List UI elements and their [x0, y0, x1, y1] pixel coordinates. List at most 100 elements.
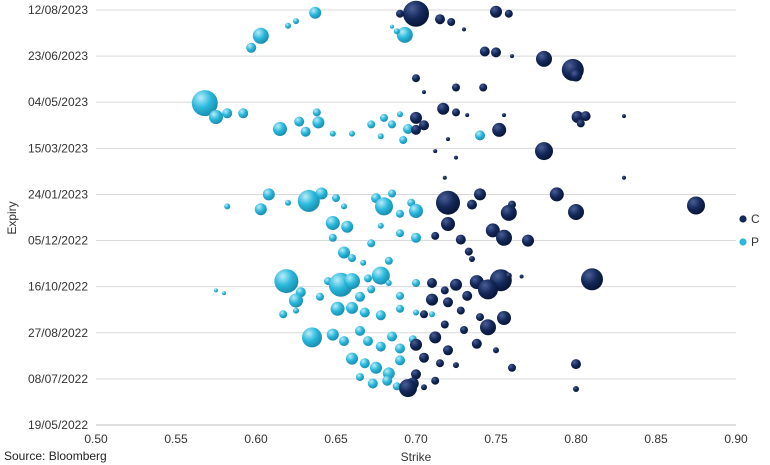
y-tick-label: 15/03/2023 — [28, 141, 88, 155]
bubble-c — [443, 345, 453, 356]
bubble-p — [355, 291, 365, 302]
bubble-c — [505, 272, 512, 279]
bubble-c — [519, 274, 524, 279]
bubble-p — [359, 307, 370, 318]
bubble-c — [440, 320, 449, 329]
bubble-c — [622, 175, 626, 180]
bubble-c — [399, 379, 417, 398]
bubble-p — [214, 288, 218, 293]
bubble-p — [396, 291, 404, 300]
bubble-c — [446, 137, 450, 142]
bubble-p — [367, 285, 376, 294]
bubble-p — [222, 291, 226, 296]
y-tick-label: 16/10/2022 — [28, 280, 88, 294]
bubble-c — [411, 124, 421, 135]
bubble-p — [300, 126, 311, 137]
y-tick-label: 12/08/2023 — [28, 3, 88, 17]
bubble-c — [437, 102, 450, 115]
bubble-c — [490, 5, 502, 18]
bubble-p — [326, 328, 339, 341]
bubble-c — [536, 50, 552, 67]
bubble-p — [385, 280, 392, 286]
bubbles — [191, 0, 705, 398]
bubble-c — [436, 190, 460, 215]
bubble-c — [433, 149, 438, 154]
bubble-p — [297, 189, 320, 212]
bubble-p — [396, 209, 404, 218]
bubble-c — [474, 188, 486, 201]
bubble-p — [341, 203, 347, 210]
bubble-p — [388, 120, 396, 129]
y-tick-label: 27/08/2022 — [28, 326, 88, 340]
bubble-c — [581, 268, 603, 291]
bubble-p — [222, 108, 233, 119]
bubble-p — [393, 28, 400, 35]
legend-label-p: P — [751, 235, 759, 249]
axes: 19/05/2022 08/07/2022 27/08/2022 16/10/2022… — [28, 3, 748, 446]
x-tick-label: 0.75 — [484, 432, 508, 446]
bubble-p — [377, 222, 384, 229]
bubble-c — [576, 119, 585, 128]
bubble-c — [471, 338, 482, 349]
bubble-c — [421, 384, 427, 391]
bubble-p — [396, 304, 404, 313]
bubble-p — [254, 203, 267, 216]
bubble-p — [396, 26, 413, 43]
bubble-p — [238, 108, 249, 119]
bubble-p — [395, 355, 405, 366]
bubble-c — [431, 376, 440, 385]
bubble-p — [209, 110, 223, 124]
bubble-c — [571, 359, 581, 370]
bubble-p — [316, 292, 324, 301]
bubble-c — [410, 111, 422, 124]
bubble-c — [460, 326, 468, 334]
bubble-c — [687, 196, 705, 215]
x-tick-label: 0.65 — [324, 432, 348, 446]
bubble-p — [293, 307, 299, 314]
x-tick-label: 0.60 — [244, 432, 268, 446]
bubble-c — [426, 293, 438, 306]
bubble-c — [485, 223, 500, 238]
legend: C P — [739, 212, 760, 249]
bubble-c — [455, 234, 466, 245]
bubble-p — [349, 130, 355, 137]
bubble-p — [309, 6, 322, 19]
bubble-c — [411, 369, 421, 380]
bubble-p — [274, 269, 299, 294]
bubble-p — [377, 133, 384, 140]
bubble-p — [375, 310, 386, 321]
bubble-c — [441, 217, 455, 231]
bubble-c — [479, 83, 488, 92]
bubble-c — [450, 278, 462, 291]
bubble-p — [367, 378, 378, 389]
bubble-c — [480, 319, 496, 336]
bubble-c — [464, 247, 473, 256]
bubble-c — [508, 363, 516, 372]
bubble-c — [502, 113, 506, 118]
y-axis-title: Expiry — [5, 201, 19, 234]
bubble-p — [302, 327, 322, 348]
bubble-c — [440, 286, 449, 295]
bubble-c — [573, 386, 579, 392]
bubble-c — [496, 229, 512, 246]
bubble-p — [348, 254, 356, 263]
bubble-p — [429, 311, 435, 318]
bubble-p — [363, 336, 373, 347]
bubble-c — [549, 187, 564, 202]
x-tick-label: 0.70 — [404, 432, 428, 446]
bubble-p — [397, 111, 403, 118]
bubble-p — [475, 130, 485, 141]
bubble-c — [504, 9, 513, 18]
bubble-c — [452, 108, 460, 117]
bubble-p — [382, 375, 393, 386]
bubble-c — [396, 9, 404, 18]
bubble-c — [412, 74, 420, 83]
bubble-p — [330, 301, 345, 316]
bubble-c — [422, 90, 426, 95]
bubble-p — [289, 293, 303, 308]
bubble-c — [469, 256, 475, 262]
y-tick-label: 23/06/2023 — [28, 49, 88, 63]
bubble-c — [431, 231, 440, 240]
bubble-c — [454, 155, 458, 160]
